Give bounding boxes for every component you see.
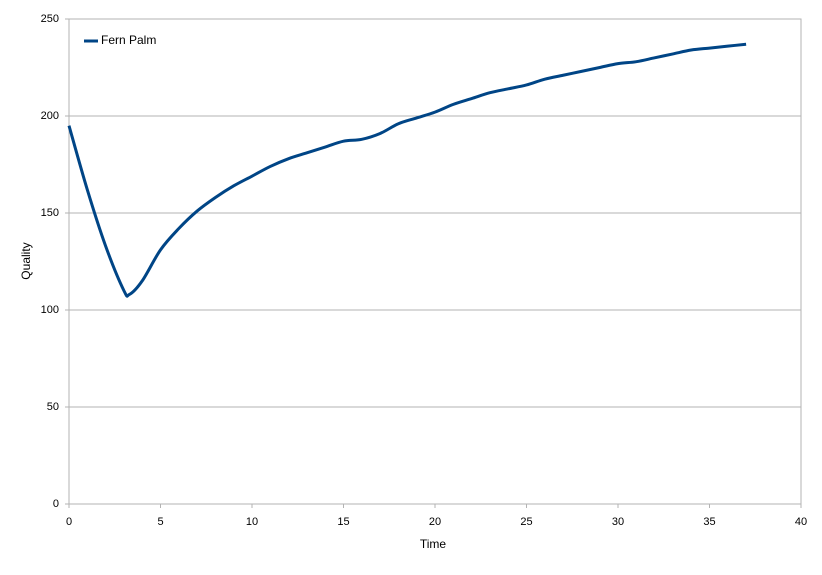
x-tick-label: 15	[337, 516, 349, 528]
x-tick-label: 25	[520, 516, 532, 528]
x-tick-label: 10	[246, 516, 258, 528]
x-tick-label: 0	[66, 516, 72, 528]
x-tick-label: 5	[157, 516, 163, 528]
x-tick-label: 30	[612, 516, 624, 528]
data-line	[67, 42, 747, 298]
y-tick-label: 100	[41, 304, 59, 316]
x-tick-label: 35	[703, 516, 715, 528]
x-tick-label: 40	[795, 516, 807, 528]
legend-text: Fern Palm	[101, 33, 156, 47]
y-tick-label: 200	[41, 110, 59, 122]
x-axis-title: Time	[420, 537, 447, 551]
y-tick-label: 150	[41, 207, 59, 219]
x-tick-label: 20	[429, 516, 441, 528]
y-tick-label: 250	[41, 13, 59, 25]
y-axis-title: Quality	[19, 242, 33, 279]
y-tick-label: 50	[47, 401, 59, 413]
y-tick-label: 0	[53, 498, 59, 510]
plot-border	[68, 18, 802, 505]
